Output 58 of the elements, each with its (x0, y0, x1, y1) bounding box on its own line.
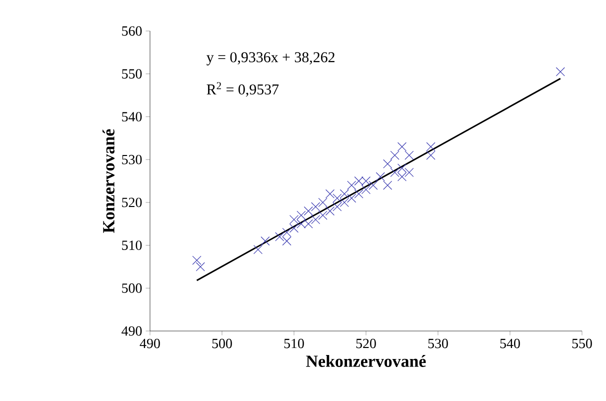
point (260, 236, 270, 246)
point (426, 150, 436, 160)
point (304, 206, 313, 216)
x-tick-label: 490 (140, 338, 160, 348)
point (311, 215, 320, 224)
point (289, 224, 299, 233)
x-tick-label: 550 (572, 338, 592, 348)
point (325, 206, 335, 216)
point (347, 194, 356, 203)
point (383, 159, 392, 168)
y-tick-label: 560 (122, 26, 142, 36)
point (332, 194, 342, 203)
x-tick-label: 520 (356, 338, 376, 348)
x-tick-label: 530 (428, 338, 448, 348)
point (275, 232, 284, 242)
point (347, 180, 356, 190)
point (426, 142, 436, 152)
y-tick-label: 500 (122, 283, 142, 293)
point (296, 210, 306, 220)
y-axis-title: Konzervované (102, 129, 114, 233)
point (404, 150, 414, 160)
point (332, 202, 342, 212)
point (397, 164, 407, 173)
x-tick-label: 500 (212, 338, 232, 348)
point (311, 202, 320, 212)
point (397, 142, 407, 152)
point (368, 180, 378, 190)
point (340, 189, 349, 198)
x-tick-label: 540 (500, 338, 520, 348)
y-tick-label: 530 (122, 154, 142, 164)
point (196, 262, 205, 272)
point (361, 185, 371, 194)
y-tick-label: 490 (122, 326, 142, 336)
point (282, 236, 292, 246)
point (556, 67, 565, 76)
y-tick-label: 540 (122, 112, 142, 122)
point (325, 189, 335, 198)
point (318, 210, 328, 220)
y-tick-label: 520 (122, 198, 142, 208)
point (253, 245, 263, 254)
point (390, 150, 400, 160)
y-tick-label: 550 (122, 69, 142, 79)
point (340, 198, 349, 207)
annotation: R$^{2}$ = 0,9537 (206, 82, 279, 97)
point (390, 168, 400, 177)
y-tick-label: 510 (122, 240, 142, 250)
annotation: y = 0,9336x + 38,262 (206, 52, 334, 66)
point (318, 198, 328, 207)
point (354, 189, 364, 198)
point (404, 168, 414, 177)
point (282, 228, 292, 237)
point (192, 256, 202, 265)
point (383, 180, 392, 190)
point (376, 172, 385, 182)
x-tick-label: 510 (284, 338, 304, 348)
x-axis-title: Nekonzervované (306, 355, 426, 367)
point (397, 172, 407, 182)
point (289, 215, 299, 224)
